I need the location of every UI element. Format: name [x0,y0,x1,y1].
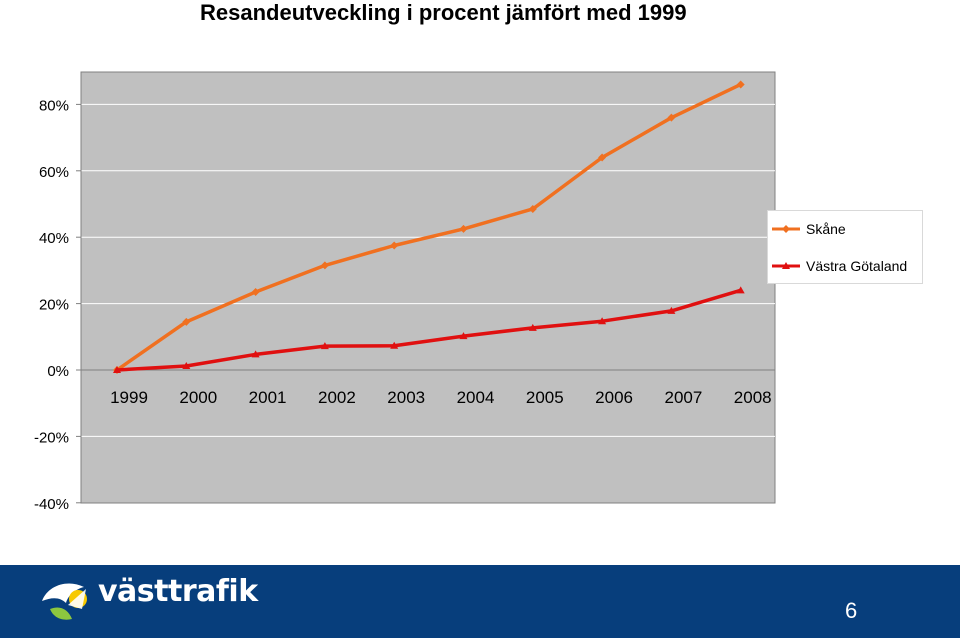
y-tick-label: 40% [39,230,69,247]
y-tick-label: -40% [34,496,69,513]
footer-bar: västtrafik 6 [0,565,960,638]
data-point-skane-2003 [390,241,399,250]
legend: Skåne Västra Götaland [767,210,923,284]
data-point-skane-2001 [251,287,260,296]
data-point-vastra-gotaland-2008 [736,286,745,294]
data-point-vastra-gotaland-1999 [113,366,121,373]
logo-text: västtrafik [98,574,258,609]
data-point-skane-2004 [459,224,468,233]
data-point-vastra-gotaland-2002 [320,342,329,350]
x-tick-label: 2005 [526,388,564,407]
data-point-skane-2002 [320,261,329,270]
line-chart: 80% 60% 40% 20% 0% -20% -40% 1999 2000 2001 2002 20… [34,71,776,513]
y-tick-label: 80% [39,97,69,114]
x-tick-label: 2002 [318,388,356,407]
x-tick-label: 1999 [110,388,148,407]
x-tick-label: 2004 [457,388,495,407]
data-point-vastra-gotaland-2005 [528,323,537,331]
page-number: 6 [845,598,858,623]
y-tick-label: 0% [47,363,69,380]
series-line-skane [116,82,742,372]
data-point-skane-2006 [598,153,607,162]
x-tick-label: 2001 [249,388,287,407]
y-tick-label: -20% [34,429,69,446]
vasttrafik-logo [42,583,87,620]
data-point-skane-2005 [528,204,537,213]
legend-item-vastra-gotaland: Västra Götaland [772,257,907,275]
plot-area [80,71,776,504]
x-tick-label: 2003 [387,388,425,407]
series-line-vastra-gotaland [116,288,742,372]
data-point-vastra-gotaland-2007 [667,306,676,314]
y-tick-label: 20% [39,297,69,314]
legend-swatch-vastra-gotaland [772,262,800,269]
legend-label-vastra-gotaland: Västra Götaland [806,258,908,274]
data-point-skane-2007 [667,113,676,122]
data-point-vastra-gotaland-2004 [459,332,468,340]
legend-item-skane: Skåne [772,220,846,238]
legend-swatch-skane [772,225,800,233]
data-point-vastra-gotaland-2000 [182,362,191,370]
data-point-vastra-gotaland-2001 [251,350,260,358]
x-tick-label: 2006 [595,388,633,407]
data-point-vastra-gotaland-2003 [390,341,399,349]
x-tick-label: 2000 [179,388,217,407]
chart-title: Resandeutveckling i procent jämfört med … [200,0,687,25]
y-tick-label: 60% [39,164,69,181]
legend-label-skane: Skåne [806,221,846,237]
data-point-skane-2008 [736,80,745,89]
data-point-skane-2000 [182,317,191,326]
x-tick-label: 2008 [734,388,772,407]
x-tick-label: 2007 [664,388,702,407]
data-point-vastra-gotaland-2006 [598,317,607,325]
